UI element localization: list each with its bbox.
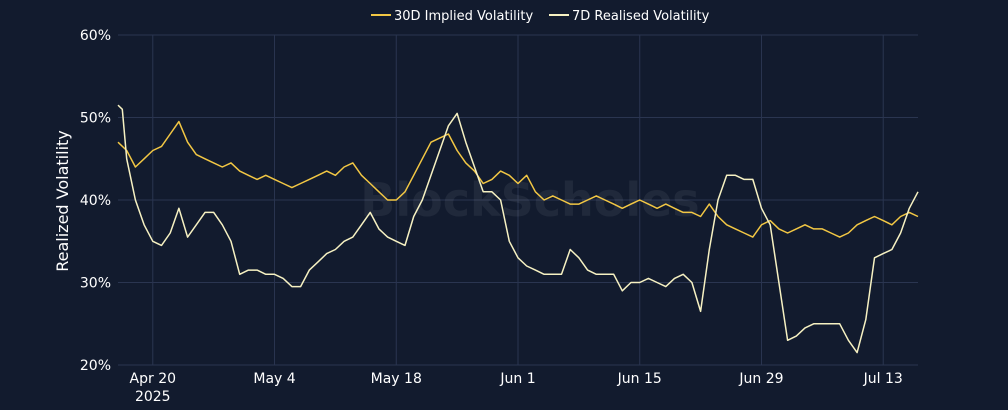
y-tick-label: 40% [80, 193, 111, 209]
y-tick-label: 50% [80, 111, 111, 127]
legend[interactable]: 30D Implied Volatility 7D Realised Volati… [371, 9, 710, 24]
legend-item[interactable]: 30D Implied Volatility [371, 9, 533, 24]
legend-label: 30D Implied Volatility [394, 9, 533, 24]
x-tick-sublabel: 2025 [135, 389, 171, 405]
y-tick-label: 20% [80, 358, 111, 374]
x-tick-label: May 18 [371, 371, 422, 387]
y-tick-label: 30% [80, 276, 111, 292]
y-axis-ticks: 20% 30% 40% 50% 60% [80, 28, 111, 374]
y-axis-title: Realized Volatility [53, 130, 72, 272]
legend-label: 7D Realised Volatility [572, 9, 710, 24]
series-line-30d-implied-volatility [117, 120, 919, 238]
series-line-7d-realised-volatility [117, 104, 919, 354]
series-layer [117, 104, 919, 354]
x-tick-label: Jun 15 [617, 371, 662, 387]
x-tick-label: Jul 13 [863, 371, 903, 387]
x-tick-label: May 4 [253, 371, 295, 387]
x-tick-label: Jun 1 [499, 371, 535, 387]
gridlines [118, 34, 918, 366]
x-tick-label: Apr 20 [130, 371, 176, 387]
y-tick-label: 60% [80, 28, 111, 44]
legend-item[interactable]: 7D Realised Volatility [549, 9, 710, 24]
x-tick-label: Jun 29 [738, 371, 783, 387]
x-axis-ticks: Apr 20 2025 May 4 May 18 Jun 1 Jun 15 Jun 29 Ju… [130, 371, 903, 405]
